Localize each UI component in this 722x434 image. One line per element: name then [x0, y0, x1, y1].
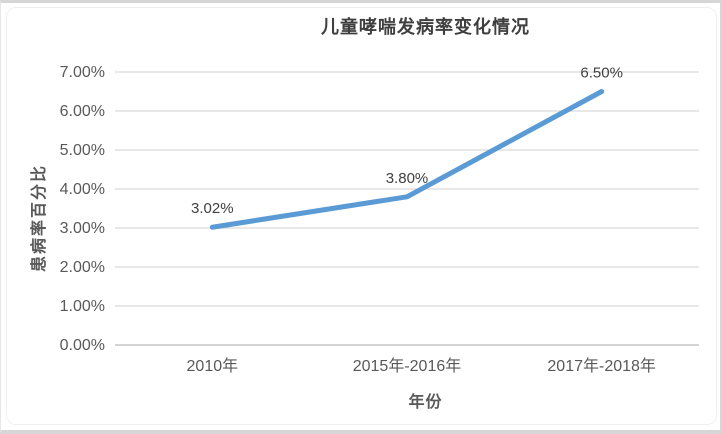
y-tick-label: 4.00% [60, 181, 105, 198]
series-line [209, 89, 605, 230]
y-axis-title: 患病率百分比 [31, 163, 48, 273]
y-tick-label: 6.00% [60, 103, 105, 120]
y-tick-label: 5.00% [60, 142, 105, 159]
x-tick-label: 2015年-2016年 [353, 357, 462, 375]
x-tick-label: 2017年-2018年 [547, 357, 656, 375]
data-point-label: 3.02% [191, 200, 234, 217]
y-tick-label: 7.00% [60, 64, 105, 81]
data-point-label: 3.80% [386, 170, 429, 187]
plot-area: 0.00% 1.00% 2.00% 3.00% 4.00% 5.00% 6.00% 7.00%… [60, 64, 699, 375]
x-axis-title: 年份 [408, 394, 443, 411]
chart-title: 儿童哮喘发病率变化情况 [321, 17, 530, 37]
y-tick-label: 3.00% [60, 220, 105, 237]
y-tick-label: 0.00% [60, 337, 105, 354]
y-tick-label: 1.00% [60, 298, 105, 315]
y-tick-label: 2.00% [60, 259, 105, 276]
x-tick-label: 2010年 [187, 357, 239, 375]
data-point-label: 6.50% [580, 65, 623, 82]
